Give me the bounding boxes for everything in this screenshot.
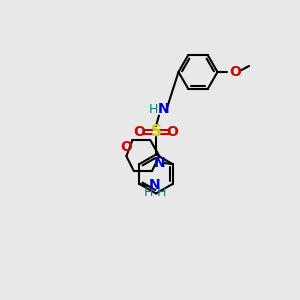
Text: N: N [158,103,169,116]
Text: H: H [148,103,158,116]
Text: N: N [154,156,165,170]
Text: O: O [120,140,132,154]
Text: H: H [143,186,153,199]
Text: H: H [156,186,166,199]
Text: S: S [151,124,161,140]
Text: N: N [148,178,160,192]
Text: O: O [167,125,178,139]
Text: O: O [230,65,242,79]
Text: O: O [134,125,146,139]
